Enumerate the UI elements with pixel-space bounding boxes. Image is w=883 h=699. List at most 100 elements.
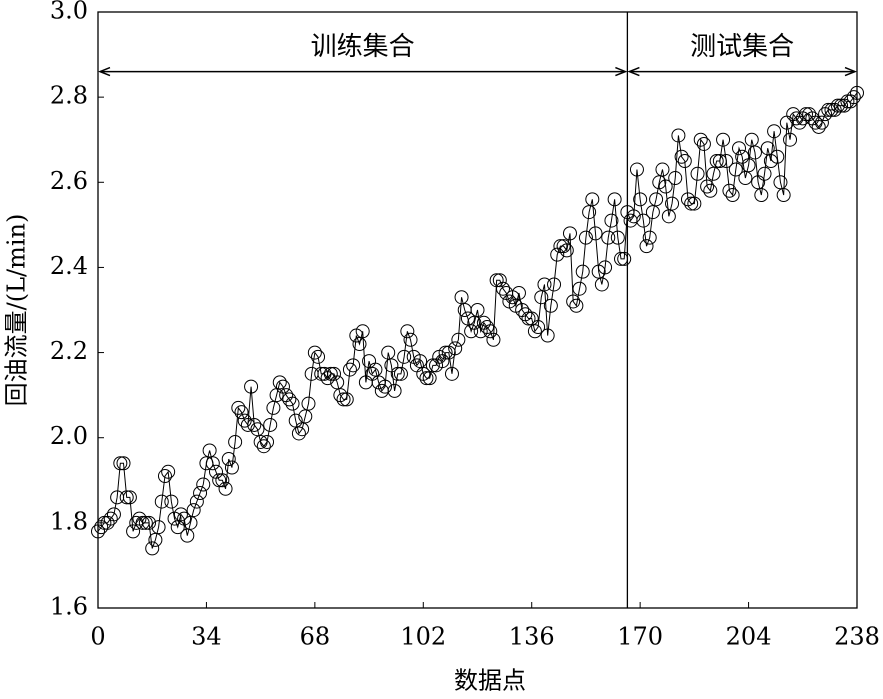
- data-point: [161, 464, 176, 479]
- data-point: [193, 486, 208, 501]
- data-point: [569, 298, 584, 313]
- data-point: [716, 132, 731, 147]
- data-point: [511, 285, 526, 300]
- data-point: [540, 328, 555, 343]
- data-point: [282, 392, 297, 407]
- data-point: [253, 434, 268, 449]
- data-point: [221, 452, 236, 466]
- data-point: [224, 460, 239, 475]
- data-point: [661, 209, 676, 224]
- data-point: [199, 456, 214, 471]
- data-point: [559, 243, 574, 258]
- data-point: [164, 494, 179, 509]
- data-point: [789, 111, 804, 126]
- data-point: [639, 239, 654, 254]
- data-point: [728, 162, 743, 177]
- data-point: [604, 213, 619, 228]
- data-point: [783, 132, 798, 147]
- data-point: [814, 115, 829, 130]
- data-point: [668, 171, 683, 186]
- data-point: [381, 345, 396, 360]
- x-tick-label: 170: [617, 623, 663, 651]
- data-point: [665, 196, 680, 211]
- data-point: [339, 392, 354, 407]
- data-point: [368, 362, 383, 377]
- data-point: [189, 494, 204, 509]
- data-point: [598, 260, 613, 275]
- data-point: [566, 294, 581, 309]
- y-tick-label: 2.8: [50, 82, 88, 110]
- data-point: [706, 166, 721, 181]
- data-point: [684, 196, 699, 211]
- data-point: [260, 434, 275, 449]
- data-point: [693, 132, 708, 147]
- data-point: [106, 507, 121, 522]
- data-point: [821, 102, 836, 117]
- data-point: [135, 515, 150, 530]
- data-point: [594, 277, 609, 292]
- data-point: [263, 417, 278, 432]
- data-point: [180, 528, 195, 543]
- data-point: [342, 362, 357, 377]
- data-point: [148, 532, 163, 547]
- data-point: [145, 541, 160, 556]
- data-point: [419, 371, 434, 386]
- data-point: [776, 188, 791, 203]
- data-point: [562, 226, 577, 241]
- data-point: [298, 409, 313, 424]
- data-point: [336, 392, 351, 407]
- data-point: [403, 332, 418, 347]
- data-point: [330, 375, 345, 390]
- data-point: [250, 422, 265, 437]
- data-point: [709, 154, 724, 168]
- data-point: [645, 205, 660, 220]
- data-point: [547, 277, 562, 292]
- data-point: [397, 349, 412, 364]
- data-point: [642, 230, 657, 245]
- data-point: [247, 417, 262, 432]
- data-point: [725, 188, 740, 203]
- y-tick-label: 2.0: [50, 422, 88, 450]
- data-point: [744, 132, 759, 147]
- data-point: [291, 426, 306, 441]
- data-point: [154, 494, 169, 509]
- data-point: [556, 239, 571, 254]
- data-point: [655, 162, 670, 177]
- x-tick-label: 204: [726, 623, 772, 651]
- data-point: [722, 183, 737, 198]
- x-tick-label: 102: [400, 623, 446, 651]
- data-point: [173, 507, 188, 522]
- data-point: [387, 383, 402, 398]
- data-point: [578, 230, 593, 245]
- y-tick-label: 2.6: [50, 167, 88, 195]
- data-point: [307, 345, 322, 360]
- data-point: [585, 192, 600, 207]
- data-point: [157, 469, 172, 484]
- data-point: [317, 366, 332, 381]
- y-tick-label: 3.0: [50, 0, 88, 25]
- data-point: [626, 209, 641, 224]
- data-point: [272, 375, 287, 390]
- data-point: [393, 366, 408, 381]
- data-point: [754, 188, 769, 203]
- data-point: [448, 341, 463, 356]
- data-point: [122, 490, 137, 505]
- data-point: [400, 324, 415, 339]
- data-point: [770, 149, 785, 164]
- data-point: [202, 443, 217, 458]
- data-point: [438, 345, 453, 360]
- data-point: [703, 183, 718, 198]
- data-point: [470, 303, 485, 317]
- data-point: [850, 85, 864, 100]
- data-point: [531, 320, 546, 335]
- data-point: [674, 149, 689, 164]
- y-tick-label: 2.4: [50, 252, 88, 280]
- data-point: [747, 145, 762, 160]
- x-tick-label: 68: [300, 623, 331, 651]
- data-point: [240, 417, 255, 432]
- data-point: [617, 251, 632, 266]
- y-tick-label: 1.8: [50, 507, 88, 535]
- data-point: [151, 520, 166, 535]
- y-tick-label: 1.6: [50, 593, 88, 621]
- data-point: [808, 115, 823, 130]
